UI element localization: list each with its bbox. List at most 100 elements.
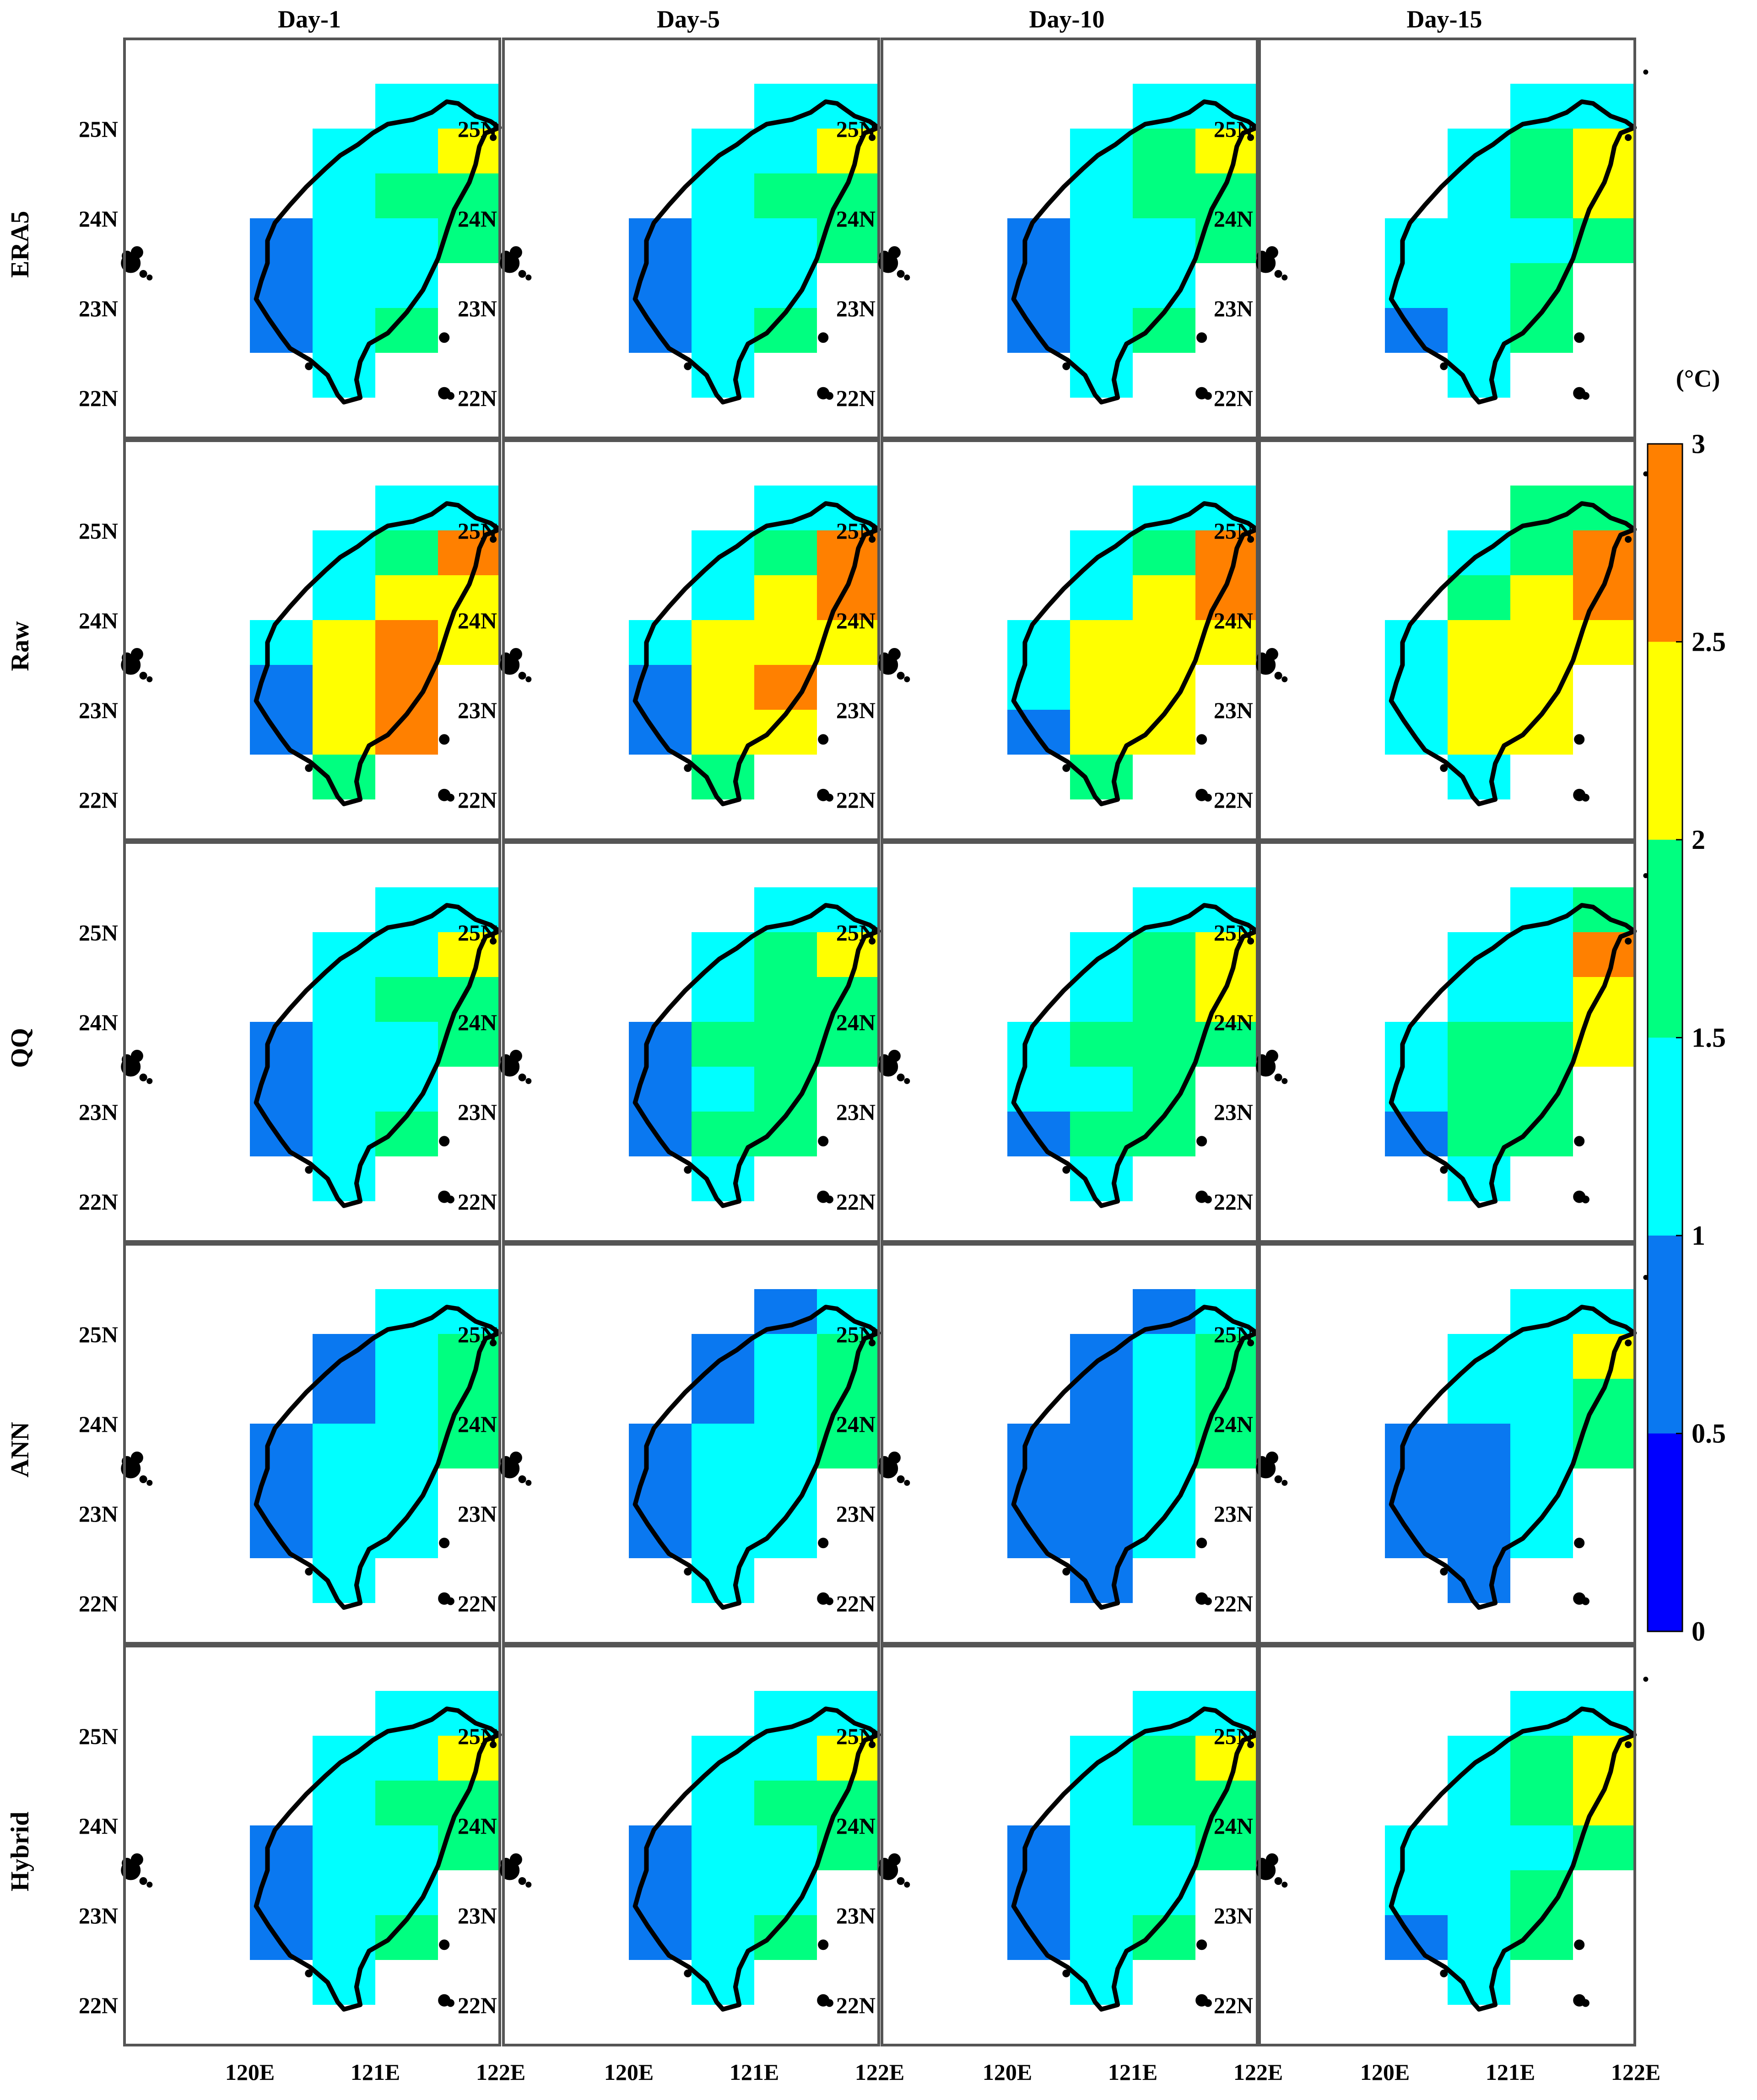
- grid-cell: [1448, 1960, 1510, 2005]
- grid-cell: [692, 575, 754, 620]
- y-tick-label: 25N: [79, 1723, 118, 1749]
- grid-cell: [313, 1825, 375, 1870]
- island-marker: [146, 1078, 153, 1084]
- island-marker: [1062, 1969, 1070, 1977]
- island-marker: [446, 392, 454, 400]
- grid-cell: [1448, 1825, 1510, 1870]
- grid-cell: [1070, 308, 1133, 353]
- y-tick-label: 23N: [79, 296, 118, 321]
- coastline: [254, 501, 502, 806]
- island-marker: [1247, 536, 1254, 543]
- y-tick-label: 25N: [79, 920, 118, 945]
- grid-cell: [1510, 620, 1573, 665]
- island-marker: [1265, 648, 1278, 660]
- island-marker: [1204, 1195, 1212, 1204]
- grid-cell: [1448, 308, 1510, 353]
- grid-cell: [1133, 1736, 1195, 1781]
- colorbar-bin: [1648, 1433, 1682, 1631]
- colorbar-tick-label: 0.5: [1692, 1419, 1726, 1449]
- panel-era5-day-1: 25N 24N 23N 22N: [79, 38, 514, 439]
- grid-cell: [754, 1334, 817, 1379]
- y-tick-label: 24N: [836, 1010, 876, 1035]
- grid-cell: [629, 1825, 692, 1870]
- colorbar-bin: [1648, 1037, 1682, 1236]
- island-marker: [146, 676, 153, 682]
- coastline: [633, 1305, 881, 1610]
- island-marker: [1574, 734, 1585, 745]
- grid-cell: [1510, 1736, 1573, 1781]
- colorbar-bin: [1648, 642, 1682, 840]
- y-tick-label: 22N: [836, 385, 876, 411]
- grid-cell: [1133, 1781, 1195, 1825]
- grid-cell: [754, 1067, 817, 1112]
- island-marker: [1265, 1853, 1278, 1866]
- y-tick-label: 24N: [1214, 1411, 1253, 1437]
- island-marker: [439, 1136, 450, 1147]
- grid-cell: [629, 1513, 692, 1558]
- panel-hybrid-day-1: 25N 24N 23N 22N: [79, 1645, 514, 2046]
- island-marker: [1265, 1050, 1278, 1062]
- grid-cell: [1448, 665, 1510, 710]
- grid-cell: [692, 1022, 754, 1067]
- grid-cell: [313, 1067, 375, 1112]
- y-tick-label: 24N: [1214, 1010, 1253, 1035]
- grid-cell: [375, 1424, 438, 1468]
- island-marker: [888, 1452, 901, 1464]
- island-marker: [818, 1538, 829, 1549]
- grid-cell: [313, 218, 375, 263]
- island-marker: [888, 246, 901, 259]
- panel-era5-day-10: 25N 24N 23N 22N: [836, 38, 1271, 439]
- y-tick-label: 23N: [836, 1903, 876, 1928]
- island-marker: [130, 648, 143, 660]
- grid-cell: [1510, 1022, 1573, 1067]
- grid-cell: [1510, 1870, 1573, 1915]
- grid-cell: [754, 1424, 817, 1468]
- island-marker: [146, 1881, 153, 1888]
- column-title-day-10: Day-10: [1029, 5, 1105, 33]
- grid-cell: [692, 665, 754, 710]
- island-marker: [446, 1597, 454, 1605]
- x-tick-label: 121E: [351, 2059, 400, 2085]
- y-tick-label: 25N: [1214, 116, 1253, 142]
- y-tick-label: 23N: [836, 1501, 876, 1527]
- y-tick-label: 22N: [836, 1189, 876, 1215]
- grid-cell: [313, 1870, 375, 1915]
- island-marker: [439, 332, 450, 343]
- island-marker: [1581, 1999, 1589, 2007]
- grid-cell: [1070, 977, 1133, 1022]
- y-tick-label: 25N: [79, 518, 118, 544]
- island-marker: [509, 1452, 522, 1464]
- grid-cell: [1510, 665, 1573, 710]
- island-marker: [518, 672, 526, 680]
- island-marker: [490, 1339, 497, 1347]
- colorbar: (°C) 0 0.5 1 1.5 2 2.5 3: [1647, 365, 1726, 1647]
- grid-cell: [1385, 218, 1448, 263]
- column-title-day-15: Day-15: [1407, 5, 1482, 33]
- panel-raw-day-10: 25N 24N 23N 22N: [836, 439, 1271, 841]
- colorbar-tick-label: 1: [1692, 1220, 1705, 1251]
- grid-cell: [250, 1022, 313, 1067]
- island-marker: [1574, 1538, 1585, 1549]
- island-marker: [1274, 1475, 1282, 1483]
- y-tick-label: 24N: [79, 206, 118, 232]
- grid-cell: [1510, 1781, 1573, 1825]
- column-headers: Day-1 Day-5 Day-10 Day-15: [278, 5, 1482, 33]
- y-tick-label: 25N: [458, 920, 497, 945]
- grid-cell: [375, 665, 438, 710]
- grid-cell: [1007, 1825, 1070, 1870]
- y-tick-label: 23N: [79, 697, 118, 723]
- island-marker: [518, 1074, 526, 1081]
- panel-frame: [502, 1243, 880, 1645]
- island-marker: [446, 1195, 454, 1204]
- grid-cell: [1510, 1067, 1573, 1112]
- island-marker: [509, 1050, 522, 1062]
- grid-cell: [629, 1424, 692, 1468]
- island-marker: [509, 246, 522, 259]
- grid-cell: [1448, 977, 1510, 1022]
- island-marker: [1281, 1479, 1288, 1486]
- island-marker: [509, 1853, 522, 1866]
- island-marker: [1625, 1339, 1632, 1347]
- panel-frame: [123, 1645, 501, 2046]
- grid-cell: [1070, 1156, 1133, 1201]
- panel-ann-day-10: 25N 24N 23N 22N: [836, 1243, 1271, 1645]
